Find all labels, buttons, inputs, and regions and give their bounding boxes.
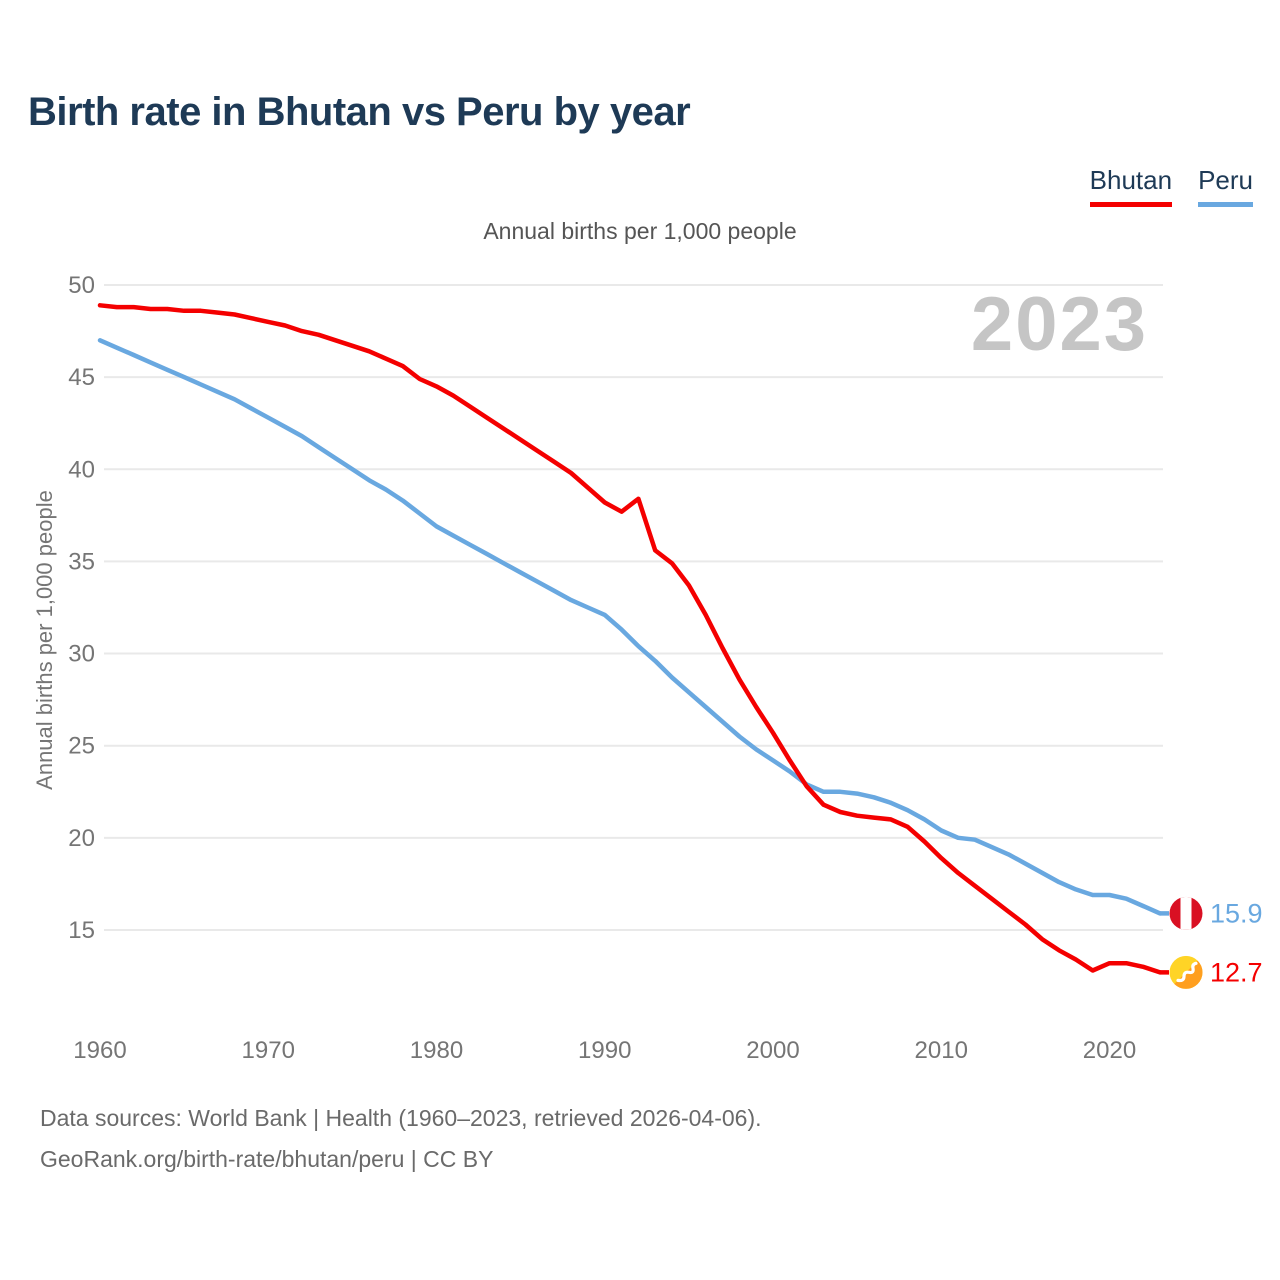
- y-tick-label: 15: [68, 917, 95, 944]
- series-line-peru: [97, 338, 1163, 916]
- legend-item-bhutan[interactable]: Bhutan: [1089, 165, 1173, 207]
- x-tick-label: 1980: [410, 1037, 463, 1064]
- x-tick-label: 2020: [1083, 1037, 1136, 1064]
- chart-subtitle: Annual births per 1,000 people: [483, 218, 797, 244]
- x-tick-label: 2000: [746, 1037, 799, 1064]
- y-tick-label: 50: [68, 272, 95, 299]
- end-value-label-peru: 15.9: [1210, 898, 1263, 928]
- y-tick-label: 25: [68, 733, 95, 760]
- y-tick-label: 20: [68, 825, 95, 852]
- series-line-bhutan: [97, 303, 1163, 975]
- end-value-label-bhutan: 12.7: [1210, 957, 1263, 987]
- peru-flag-icon: [1169, 896, 1203, 930]
- legend: Bhutan Peru: [1089, 165, 1253, 207]
- footer-sources: Data sources: World Bank | Health (1960–…: [40, 1105, 762, 1131]
- y-tick-label: 35: [68, 548, 95, 575]
- footer-license: GeoRank.org/birth-rate/bhutan/peru | CC …: [40, 1146, 494, 1172]
- x-tick-label: 2010: [915, 1037, 968, 1064]
- footer: Data sources: World Bank | Health (1960–…: [40, 1098, 762, 1180]
- x-tick-label: 1960: [73, 1037, 126, 1064]
- y-tick-label: 45: [68, 364, 95, 391]
- watermark-year: 2023: [970, 282, 1148, 367]
- y-tick-label: 30: [68, 641, 95, 668]
- bhutan-flag-icon: [1169, 955, 1203, 989]
- page-title: Birth rate in Bhutan vs Peru by year: [28, 90, 691, 134]
- x-tick-label: 1970: [242, 1037, 295, 1064]
- y-axis-title: Annual births per 1,000 people: [32, 490, 57, 790]
- y-tick-label: 40: [68, 456, 95, 483]
- x-tick-label: 1990: [578, 1037, 631, 1064]
- legend-item-peru[interactable]: Peru: [1198, 165, 1253, 207]
